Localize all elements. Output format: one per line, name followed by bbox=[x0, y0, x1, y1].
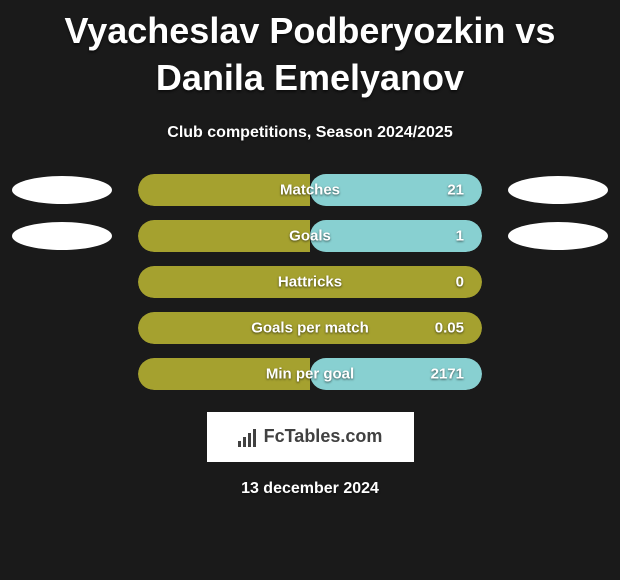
stat-row: Hattricks 0 bbox=[0, 266, 620, 298]
stat-row: Goals 1 bbox=[0, 220, 620, 252]
left-ellipse bbox=[12, 176, 112, 204]
logo-text: FcTables.com bbox=[264, 426, 383, 447]
stat-label: Min per goal bbox=[266, 365, 354, 382]
stat-value: 21 bbox=[447, 181, 464, 198]
stat-label: Goals per match bbox=[251, 319, 369, 336]
stat-bar: Min per goal 2171 bbox=[138, 358, 482, 390]
right-ellipse bbox=[508, 360, 608, 388]
stat-row: Matches 21 bbox=[0, 174, 620, 206]
bar-chart-icon bbox=[238, 427, 258, 447]
stat-value: 1 bbox=[456, 227, 464, 244]
stat-value: 0.05 bbox=[435, 319, 464, 336]
footer-date: 13 december 2024 bbox=[241, 480, 379, 498]
right-ellipse bbox=[508, 176, 608, 204]
stat-label: Matches bbox=[280, 181, 340, 198]
right-ellipse bbox=[508, 314, 608, 342]
left-ellipse bbox=[12, 360, 112, 388]
page-title: Vyacheslav Podberyozkin vs Danila Emelya… bbox=[0, 8, 620, 102]
comparison-infographic: Vyacheslav Podberyozkin vs Danila Emelya… bbox=[0, 0, 620, 498]
stat-bar: Matches 21 bbox=[138, 174, 482, 206]
stat-label: Goals bbox=[289, 227, 331, 244]
stat-bar: Goals per match 0.05 bbox=[138, 312, 482, 344]
left-ellipse bbox=[12, 268, 112, 296]
stat-label: Hattricks bbox=[278, 273, 342, 290]
stat-bar: Hattricks 0 bbox=[138, 266, 482, 298]
stat-row: Min per goal 2171 bbox=[0, 358, 620, 390]
right-ellipse bbox=[508, 268, 608, 296]
stat-row: Goals per match 0.05 bbox=[0, 312, 620, 344]
subtitle: Club competitions, Season 2024/2025 bbox=[167, 124, 452, 142]
fctables-logo[interactable]: FcTables.com bbox=[207, 412, 414, 462]
right-ellipse bbox=[508, 222, 608, 250]
stat-value: 0 bbox=[456, 273, 464, 290]
left-ellipse bbox=[12, 314, 112, 342]
stat-value: 2171 bbox=[431, 365, 464, 382]
stat-bar: Goals 1 bbox=[138, 220, 482, 252]
stat-bars: Matches 21 Goals 1 Hattricks 0 Goals per match… bbox=[0, 174, 620, 390]
left-ellipse bbox=[12, 222, 112, 250]
